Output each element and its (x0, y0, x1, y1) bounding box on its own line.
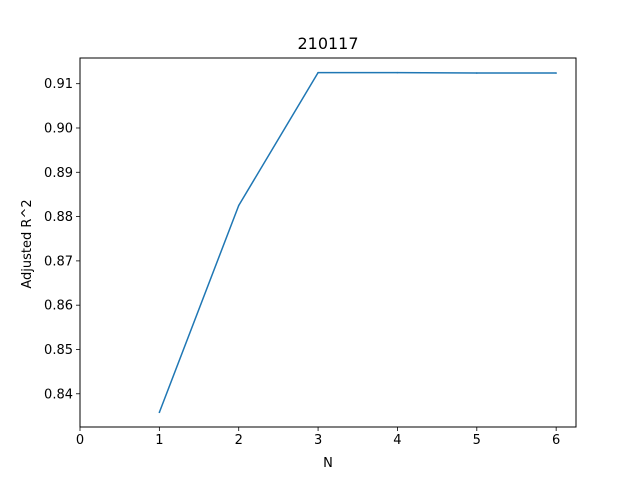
data-point-1 (158, 411, 161, 414)
chart-title: 210117 (297, 34, 358, 53)
y-tick-label-0.85: 0.85 (44, 343, 73, 358)
y-axis-ticks: 0.84 0.85 0.86 0.87 0.88 0.89 0.90 0.91 (44, 77, 80, 402)
x-tick-label-3: 3 (314, 433, 322, 448)
y-axis-label: Adjusted R^2 (20, 199, 35, 288)
data-point-5 (476, 72, 478, 74)
y-tick-label-0.91: 0.91 (44, 77, 73, 92)
data-point-6 (555, 72, 557, 74)
x-tick-label-6: 6 (552, 433, 560, 448)
x-axis-ticks: 0 1 2 3 4 5 6 (76, 427, 560, 448)
x-axis-label: N (323, 456, 333, 471)
x-tick-label-0: 0 (76, 433, 84, 448)
axes-frame (79, 57, 577, 428)
y-tick-label-0.86: 0.86 (44, 299, 73, 314)
y-tick-label-0.90: 0.90 (44, 121, 73, 136)
series-line-0 (158, 71, 557, 413)
x-tick-label-5: 5 (473, 433, 481, 448)
data-point-4 (396, 71, 399, 74)
x-tick-label-4: 4 (393, 433, 401, 448)
y-tick-label-0.88: 0.88 (44, 210, 73, 225)
x-tick-label-1: 1 (155, 433, 163, 448)
y-tick-label-0.89: 0.89 (44, 166, 73, 181)
y-tick-label-0.84: 0.84 (44, 387, 73, 402)
data-point-3 (317, 71, 319, 74)
plot-area (158, 71, 557, 414)
data-point-2 (237, 204, 240, 207)
x-tick-label-2: 2 (235, 433, 243, 448)
y-tick-label-0.87: 0.87 (44, 254, 73, 269)
